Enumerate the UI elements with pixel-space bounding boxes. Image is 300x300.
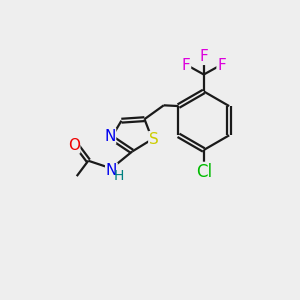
Text: N: N bbox=[106, 163, 117, 178]
Text: H: H bbox=[113, 169, 124, 183]
Text: Cl: Cl bbox=[196, 163, 212, 181]
Text: F: F bbox=[200, 49, 208, 64]
Text: F: F bbox=[182, 58, 190, 73]
Text: F: F bbox=[217, 58, 226, 73]
Text: O: O bbox=[68, 138, 80, 153]
Text: N: N bbox=[104, 129, 116, 144]
Text: S: S bbox=[149, 132, 159, 147]
